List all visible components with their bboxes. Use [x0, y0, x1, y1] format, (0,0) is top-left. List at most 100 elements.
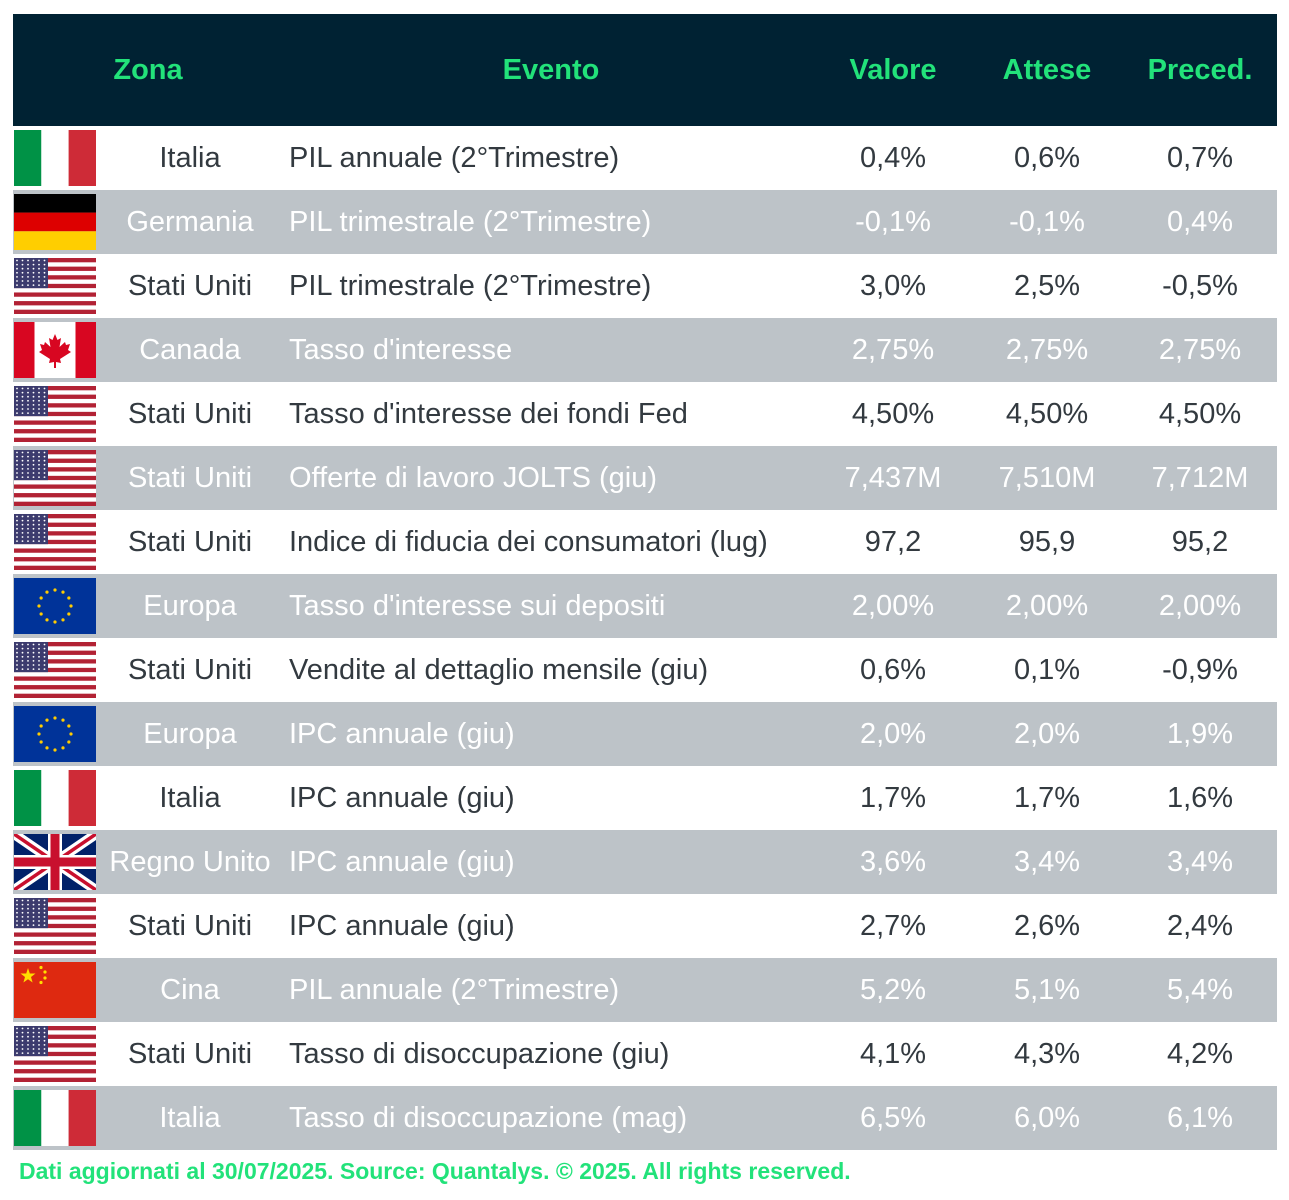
zona-cell: Europa	[143, 590, 237, 622]
china-flag-icon	[14, 962, 96, 1018]
usa-flag-icon	[14, 450, 96, 506]
zona-cell: Stati Uniti	[127, 910, 253, 942]
table-row: Italia Tasso di disoccupazione (mag) 6,5% 6…	[13, 1086, 1277, 1150]
valore-cell: 1,7%	[859, 782, 927, 814]
preced-cell: 1,6%	[1166, 782, 1234, 814]
attese-cell: 2,00%	[1005, 590, 1089, 622]
header-valore: Valore	[849, 54, 937, 86]
valore-cell: 4,50%	[851, 398, 935, 430]
attese-cell: 3,4%	[1013, 846, 1081, 878]
italy-flag-icon	[14, 1090, 96, 1146]
table-row: Cina PIL annuale (2°Trimestre) 5,2% 5,1% 5,4…	[13, 958, 1277, 1022]
header-preced: Preced.	[1147, 54, 1253, 86]
usa-flag-icon	[14, 514, 96, 570]
table-row: Stati Uniti Offerte di lavoro JOLTS (giu)…	[13, 446, 1277, 510]
usa-flag-icon	[14, 898, 96, 954]
zona-cell: Regno Unito	[109, 846, 271, 878]
preced-cell: 95,2	[1171, 526, 1229, 558]
uk-flag-icon	[14, 834, 96, 890]
table-body: Italia PIL annuale (2°Trimestre) 0,4% 0,6% 0…	[13, 126, 1277, 1150]
valore-cell: 2,75%	[851, 334, 935, 366]
table-row: Stati Uniti Tasso di disoccupazione (giu)…	[13, 1022, 1277, 1086]
zona-cell: Italia	[159, 142, 221, 174]
valore-cell: 97,2	[864, 526, 922, 558]
zona-cell: Germania	[126, 206, 254, 238]
attese-cell: 5,1%	[1013, 974, 1081, 1006]
evento-cell: IPC annuale (giu)	[289, 910, 515, 942]
zona-cell: Stati Uniti	[127, 462, 253, 494]
zona-cell: Europa	[143, 718, 237, 750]
usa-flag-icon	[14, 386, 96, 442]
evento-cell: Tasso di disoccupazione (giu)	[289, 1038, 670, 1070]
valore-cell: 0,4%	[859, 142, 927, 174]
valore-cell: 3,0%	[859, 270, 927, 302]
zona-cell: Stati Uniti	[127, 654, 253, 686]
zona-cell: Stati Uniti	[127, 270, 253, 302]
preced-cell: 1,9%	[1166, 718, 1234, 750]
preced-cell: 5,4%	[1166, 974, 1234, 1006]
attese-cell: 2,6%	[1013, 910, 1081, 942]
evento-cell: PIL trimestrale (2°Trimestre)	[289, 270, 652, 302]
zona-cell: Italia	[159, 1102, 221, 1134]
evento-cell: Tasso d'interesse sui depositi	[289, 590, 666, 622]
valore-cell: 2,7%	[859, 910, 927, 942]
valore-cell: -0,1%	[855, 206, 931, 238]
evento-cell: IPC annuale (giu)	[289, 782, 515, 814]
eu-flag-icon	[14, 578, 96, 634]
footer-note: Dati aggiornati al 30/07/2025. Source: Q…	[19, 1158, 851, 1184]
attese-cell: 6,0%	[1013, 1102, 1081, 1134]
canada-flag-icon	[14, 322, 96, 378]
evento-cell: Indice di fiducia dei consumatori (lug)	[289, 526, 768, 558]
preced-cell: 2,75%	[1158, 334, 1242, 366]
evento-cell: PIL annuale (2°Trimestre)	[289, 142, 620, 174]
valore-cell: 2,0%	[859, 718, 927, 750]
table-row: Stati Uniti Vendite al dettaglio mensile …	[13, 638, 1277, 702]
table-row: Europa Tasso d'interesse sui depositi 2,00…	[13, 574, 1277, 638]
attese-cell: 95,9	[1018, 526, 1076, 558]
attese-cell: 0,1%	[1013, 654, 1081, 686]
header-evento: Evento	[502, 54, 600, 86]
preced-cell: 0,4%	[1166, 206, 1234, 238]
table-row: Stati Uniti Tasso d'interesse dei fondi F…	[13, 382, 1277, 446]
usa-flag-icon	[14, 1026, 96, 1082]
table-row: Italia IPC annuale (giu) 1,7% 1,7% 1,6%	[13, 766, 1277, 830]
usa-flag-icon	[14, 258, 96, 314]
attese-cell: 1,7%	[1013, 782, 1081, 814]
table-row: Stati Uniti IPC annuale (giu) 2,7% 2,6% 2,4%	[13, 894, 1277, 958]
valore-cell: 5,2%	[859, 974, 927, 1006]
attese-cell: 4,3%	[1013, 1038, 1081, 1070]
table-row: Italia PIL annuale (2°Trimestre) 0,4% 0,6% 0…	[13, 126, 1277, 190]
evento-cell: PIL annuale (2°Trimestre)	[289, 974, 620, 1006]
zona-cell: Italia	[159, 782, 221, 814]
preced-cell: 4,2%	[1166, 1038, 1234, 1070]
table-row: Stati Uniti Indice di fiducia dei consuma…	[13, 510, 1277, 574]
usa-flag-icon	[14, 642, 96, 698]
evento-cell: Offerte di lavoro JOLTS (giu)	[289, 462, 658, 494]
attese-cell: 7,510M	[998, 462, 1096, 494]
valore-cell: 2,00%	[851, 590, 935, 622]
zona-cell: Stati Uniti	[127, 526, 253, 558]
evento-cell: IPC annuale (giu)	[289, 718, 515, 750]
evento-cell: IPC annuale (giu)	[289, 846, 515, 878]
zona-cell: Canada	[139, 334, 241, 366]
attese-cell: -0,1%	[1009, 206, 1085, 238]
preced-cell: -0,5%	[1162, 270, 1238, 302]
attese-cell: 2,75%	[1005, 334, 1089, 366]
zona-cell: Stati Uniti	[127, 398, 253, 430]
zona-cell: Stati Uniti	[127, 1038, 253, 1070]
zona-cell: Cina	[160, 974, 220, 1006]
attese-cell: 2,0%	[1013, 718, 1081, 750]
preced-cell: 0,7%	[1166, 142, 1234, 174]
italy-flag-icon	[14, 130, 96, 186]
preced-cell: 7,712M	[1151, 462, 1249, 494]
valore-cell: 3,6%	[859, 846, 927, 878]
table-row: Canada Tasso d'interesse 2,75% 2,75% 2,75%	[13, 318, 1277, 382]
valore-cell: 0,6%	[859, 654, 927, 686]
attese-cell: 0,6%	[1013, 142, 1081, 174]
attese-cell: 2,5%	[1013, 270, 1081, 302]
table-row: Regno Unito IPC annuale (giu) 3,6% 3,4% 3,4%	[13, 830, 1277, 894]
table-header: Zona Evento Valore Attese Preced.	[13, 14, 1277, 126]
table-row: Germania PIL trimestrale (2°Trimestre) -0,…	[13, 190, 1277, 254]
attese-cell: 4,50%	[1005, 398, 1089, 430]
preced-cell: 3,4%	[1166, 846, 1234, 878]
